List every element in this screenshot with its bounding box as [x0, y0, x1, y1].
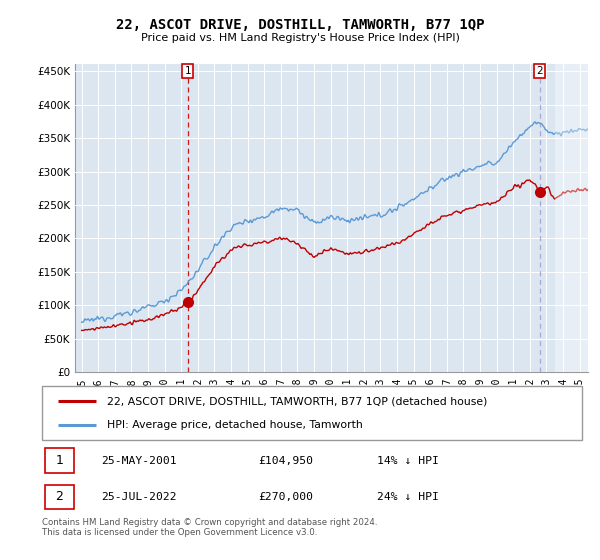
- Text: HPI: Average price, detached house, Tamworth: HPI: Average price, detached house, Tamw…: [107, 419, 362, 430]
- FancyBboxPatch shape: [42, 386, 582, 440]
- FancyBboxPatch shape: [45, 485, 74, 509]
- Text: 1: 1: [185, 66, 191, 76]
- Bar: [555, 64, 588, 372]
- Text: 2: 2: [536, 66, 543, 76]
- Text: 25-MAY-2001: 25-MAY-2001: [101, 456, 177, 465]
- Text: £104,950: £104,950: [258, 456, 313, 465]
- FancyBboxPatch shape: [45, 449, 74, 473]
- Text: 2: 2: [56, 491, 64, 503]
- Text: 14% ↓ HPI: 14% ↓ HPI: [377, 456, 439, 465]
- Text: 22, ASCOT DRIVE, DOSTHILL, TAMWORTH, B77 1QP (detached house): 22, ASCOT DRIVE, DOSTHILL, TAMWORTH, B77…: [107, 396, 487, 407]
- Text: 25-JUL-2022: 25-JUL-2022: [101, 492, 177, 502]
- Text: £270,000: £270,000: [258, 492, 313, 502]
- Bar: [555, 64, 588, 372]
- Text: 22, ASCOT DRIVE, DOSTHILL, TAMWORTH, B77 1QP: 22, ASCOT DRIVE, DOSTHILL, TAMWORTH, B77…: [116, 18, 484, 32]
- Text: 24% ↓ HPI: 24% ↓ HPI: [377, 492, 439, 502]
- Text: Price paid vs. HM Land Registry's House Price Index (HPI): Price paid vs. HM Land Registry's House …: [140, 33, 460, 43]
- Text: Contains HM Land Registry data © Crown copyright and database right 2024.
This d: Contains HM Land Registry data © Crown c…: [42, 518, 377, 538]
- Text: 1: 1: [56, 454, 64, 467]
